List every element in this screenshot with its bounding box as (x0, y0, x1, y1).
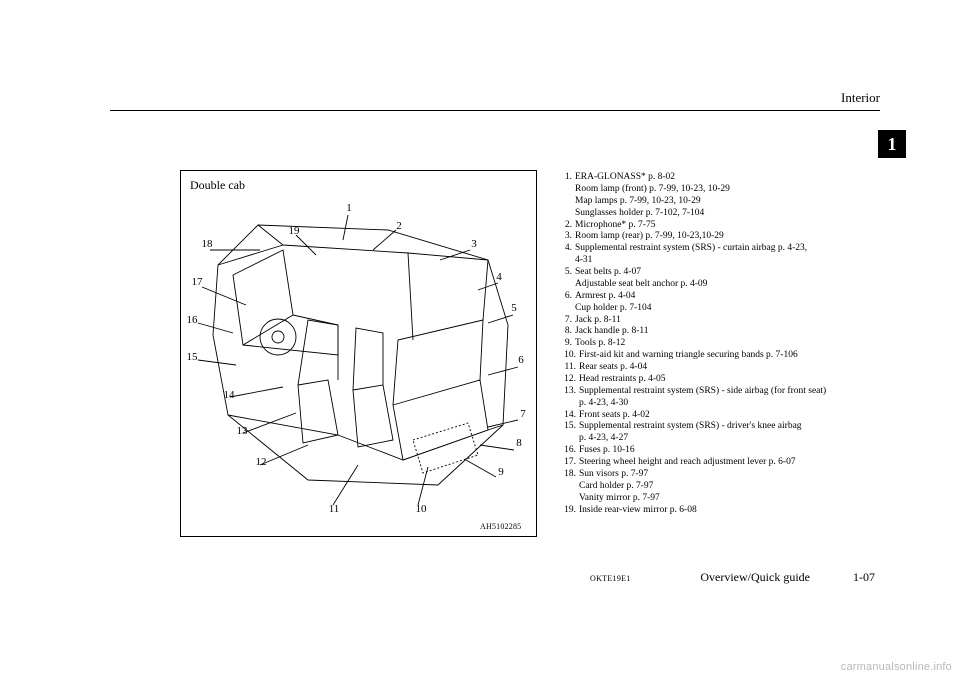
legend-item-number: 12. (556, 374, 579, 386)
legend-item-subline: 4-31 (556, 255, 876, 267)
legend-item-number: 4. (556, 243, 575, 255)
legend-item-text: Supplemental restraint system (SRS) - cu… (575, 243, 876, 255)
callout-number: 19 (285, 225, 303, 237)
legend-item: 18.Sun visors p. 7-97 (556, 469, 876, 481)
figure-code: AH5102285 (480, 522, 521, 531)
manual-page: Interior 1 Double cab (0, 0, 960, 679)
callout-number: 15 (183, 351, 201, 363)
legend-item-subline: Map lamps p. 7-99, 10-23, 10-29 (556, 196, 876, 208)
callout-number: 16 (183, 314, 201, 326)
legend-item-text: Seat belts p. 4-07 (575, 267, 876, 279)
callout-number: 17 (188, 276, 206, 288)
legend-list: 1.ERA-GLONASS* p. 8-02Room lamp (front) … (556, 172, 876, 516)
figure-caption: Double cab (190, 178, 245, 193)
legend-item-text: Microphone* p. 7-75 (575, 220, 876, 232)
header-section-title: Interior (841, 90, 880, 106)
legend-item-text: Tools p. 8-12 (575, 338, 876, 350)
legend-item: 16.Fuses p. 10-16 (556, 445, 876, 457)
legend-item-text: Sun visors p. 7-97 (579, 469, 876, 481)
legend-item-number: 7. (556, 315, 575, 327)
callout-number: 10 (412, 503, 430, 515)
legend-item-number: 5. (556, 267, 575, 279)
legend-item-number: 13. (556, 386, 579, 398)
legend-item-subline: Sunglasses holder p. 7-102, 7-104 (556, 208, 876, 220)
legend-item: 4.Supplemental restraint system (SRS) - … (556, 243, 876, 255)
legend-item-number: 3. (556, 231, 575, 243)
legend-item-subline: Adjustable seat belt anchor p. 4-09 (556, 279, 876, 291)
callout-number: 11 (325, 503, 343, 515)
legend-item: 13.Supplemental restraint system (SRS) -… (556, 386, 876, 398)
legend-item-subline: p. 4-23, 4-27 (556, 433, 876, 445)
callout-number: 18 (198, 238, 216, 250)
legend-item: 15.Supplemental restraint system (SRS) -… (556, 421, 876, 433)
callout-number: 9 (492, 466, 510, 478)
legend-item: 17.Steering wheel height and reach adjus… (556, 457, 876, 469)
callout-number: 3 (465, 238, 483, 250)
legend-item-text: Inside rear-view mirror p. 6-08 (579, 505, 876, 517)
callout-number: 7 (514, 408, 532, 420)
legend-item-text: Fuses p. 10-16 (579, 445, 876, 457)
legend-item-text: First-aid kit and warning triangle secur… (579, 350, 876, 362)
legend-item-subline: Card holder p. 7-97 (556, 481, 876, 493)
footer-doc-code: OKTE19E1 (590, 574, 631, 583)
legend-item-number: 6. (556, 291, 575, 303)
footer-page-number: 1-07 (853, 570, 875, 585)
legend-item: 19.Inside rear-view mirror p. 6-08 (556, 505, 876, 517)
legend-item-number: 14. (556, 410, 579, 422)
legend-item-number: 9. (556, 338, 575, 350)
legend-item-subline: Vanity mirror p. 7-97 (556, 493, 876, 505)
legend-item: 12.Head restraints p. 4-05 (556, 374, 876, 386)
legend-item: 9.Tools p. 8-12 (556, 338, 876, 350)
legend-item: 10.First-aid kit and warning triangle se… (556, 350, 876, 362)
header-rule (110, 110, 880, 111)
legend-item-text: ERA-GLONASS* p. 8-02 (575, 172, 876, 184)
callout-number: 14 (220, 389, 238, 401)
legend-item-number: 17. (556, 457, 579, 469)
legend-item-text: Head restraints p. 4-05 (579, 374, 876, 386)
callout-number: 2 (390, 220, 408, 232)
watermark: carmanualsonline.info (841, 661, 952, 673)
legend-item: 8.Jack handle p. 8-11 (556, 326, 876, 338)
callout-number: 4 (490, 271, 508, 283)
legend-item-number: 15. (556, 421, 579, 433)
section-tab: 1 (878, 130, 906, 158)
legend-item-text: Rear seats p. 4-04 (579, 362, 876, 374)
legend-item-number: 19. (556, 505, 579, 517)
legend-item-text: Room lamp (rear) p. 7-99, 10-23,10-29 (575, 231, 876, 243)
callout-number: 5 (505, 302, 523, 314)
legend-item-text: Steering wheel height and reach adjustme… (579, 457, 876, 469)
legend-item-subline: Cup holder p. 7-104 (556, 303, 876, 315)
callout-number: 13 (233, 425, 251, 437)
legend-item: 3.Room lamp (rear) p. 7-99, 10-23,10-29 (556, 231, 876, 243)
legend-item-number: 1. (556, 172, 575, 184)
callout-number: 12 (252, 456, 270, 468)
legend-item: 14.Front seats p. 4-02 (556, 410, 876, 422)
legend-item: 7.Jack p. 8-11 (556, 315, 876, 327)
legend-item: 5.Seat belts p. 4-07 (556, 267, 876, 279)
legend-item-text: Jack p. 8-11 (575, 315, 876, 327)
legend-item-number: 10. (556, 350, 579, 362)
legend-item-number: 11. (556, 362, 579, 374)
legend-item-text: Supplemental restraint system (SRS) - dr… (579, 421, 876, 433)
legend-item: 11.Rear seats p. 4-04 (556, 362, 876, 374)
callout-number: 8 (510, 437, 528, 449)
callout-number: 6 (512, 354, 530, 366)
legend-item-text: Front seats p. 4-02 (579, 410, 876, 422)
callout-number: 1 (340, 202, 358, 214)
footer-chapter: Overview/Quick guide (700, 570, 810, 585)
legend-item-number: 18. (556, 469, 579, 481)
legend-item-subline: Room lamp (front) p. 7-99, 10-23, 10-29 (556, 184, 876, 196)
legend-item-subline: p. 4-23, 4-30 (556, 398, 876, 410)
legend-item-number: 8. (556, 326, 575, 338)
legend-item: 1.ERA-GLONASS* p. 8-02 (556, 172, 876, 184)
legend-item-number: 16. (556, 445, 579, 457)
legend-item-number: 2. (556, 220, 575, 232)
legend-item-text: Jack handle p. 8-11 (575, 326, 876, 338)
legend-item: 2.Microphone* p. 7-75 (556, 220, 876, 232)
legend-item-text: Armrest p. 4-04 (575, 291, 876, 303)
legend-item: 6.Armrest p. 4-04 (556, 291, 876, 303)
figure-frame (180, 170, 537, 537)
legend-item-text: Supplemental restraint system (SRS) - si… (579, 386, 876, 398)
